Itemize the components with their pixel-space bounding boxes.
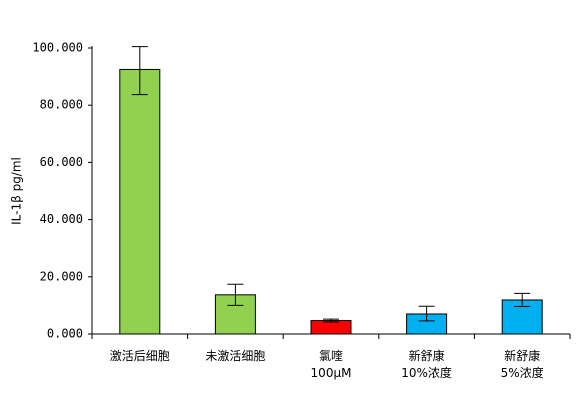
y-axis: 0.000 20.000 40.000 60.000 80.000 100.000 [32, 41, 93, 341]
y-tick-label: 0.000 [47, 327, 83, 341]
category-label-line: 5%浓度 [501, 365, 544, 380]
error-bar [418, 305, 435, 322]
category-label-line: 10%浓度 [401, 365, 452, 380]
category-labels: 激活后细胞 未激活细胞 氯喹 100μM 新舒康 10%浓度 新舒康 5%浓度 [110, 348, 544, 380]
error-bars [131, 46, 531, 323]
category-label-line: 激活后细胞 [110, 349, 170, 363]
error-bar [323, 318, 339, 323]
bar [119, 68, 161, 335]
category-label-line: 新舒康 [409, 348, 445, 363]
category-label: 新舒康 5%浓度 [501, 348, 544, 380]
category-label: 未激活细胞 [205, 349, 265, 363]
bar [501, 299, 543, 335]
y-axis-title: IL-1β pg/ml [10, 157, 24, 225]
error-bar [514, 292, 531, 308]
y-tick-label: 100.000 [32, 41, 83, 55]
error-bar [227, 283, 244, 306]
category-label-line: 氯喹 [319, 348, 343, 363]
x-axis [91, 333, 571, 339]
y-tick-label: 80.000 [40, 98, 83, 112]
y-tick-label: 60.000 [40, 155, 83, 169]
bar [310, 320, 352, 335]
category-label-line: 未激活细胞 [205, 349, 265, 363]
error-bar [131, 46, 148, 96]
category-label: 新舒康 10%浓度 [401, 348, 452, 380]
bars [119, 68, 543, 335]
bar [214, 294, 256, 335]
category-label: 氯喹 100μM [311, 348, 352, 380]
category-label-line: 新舒康 [504, 348, 540, 363]
category-label: 激活后细胞 [110, 349, 170, 363]
y-tick-label: 20.000 [40, 269, 83, 283]
category-label-line: 100μM [311, 366, 352, 380]
y-tick-label: 40.000 [40, 212, 83, 226]
